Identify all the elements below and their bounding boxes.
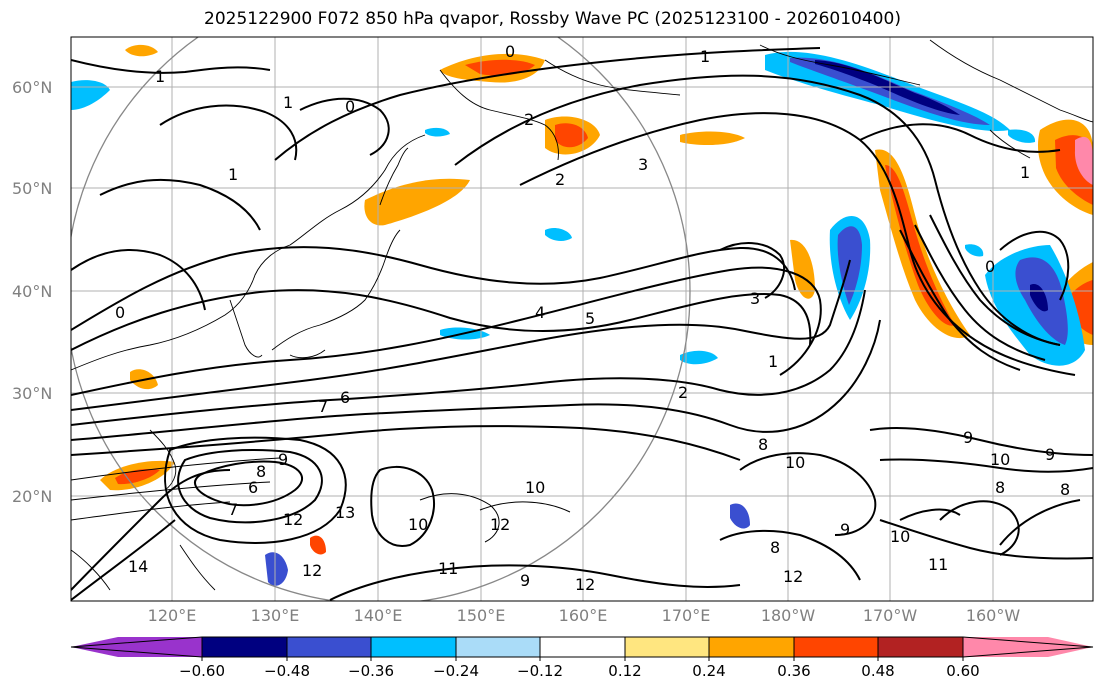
contour-label: 10 — [785, 453, 805, 472]
lon-label-170e: 170°E — [661, 606, 711, 625]
colorbar-tick-label: −0.24 — [433, 662, 479, 680]
contour-label: 12 — [283, 510, 303, 529]
thin-contours — [71, 457, 571, 543]
contour-label: 9 — [840, 520, 850, 539]
shading-layer — [71, 44, 1093, 586]
plot-title: 2025122900 F072 850 hPa qvapor, Rossby W… — [204, 9, 901, 29]
contour-label: 0 — [985, 257, 995, 276]
colorbar-tick-label: −0.12 — [517, 662, 563, 680]
graticule — [71, 37, 1093, 601]
contour-label: 7 — [318, 397, 328, 416]
lon-label-170w: 170°W — [862, 606, 918, 625]
lon-label-160w: 160°W — [965, 606, 1021, 625]
contour-label: 6 — [340, 388, 350, 407]
contour-label: 2 — [678, 383, 688, 402]
contour-label: 8 — [770, 538, 780, 557]
contour-label: 1 — [768, 352, 778, 371]
colorbar-tick-label: −0.48 — [264, 662, 310, 680]
contour-label: 6 — [248, 478, 258, 497]
lat-label-40n: 40°N — [12, 282, 53, 301]
contour-label: 12 — [783, 567, 803, 586]
contour-label: 1 — [228, 165, 238, 184]
contour-label: 0 — [505, 42, 515, 61]
contour-label: 0 — [115, 303, 125, 322]
contour-label: 10 — [525, 478, 545, 497]
lat-label-20n: 20°N — [12, 487, 53, 506]
colorbar-tick-label: 0.60 — [946, 662, 980, 680]
contour-label: 10 — [990, 450, 1010, 469]
contour-label: 4 — [535, 303, 545, 322]
map-frame — [70, 36, 1094, 602]
contour-label: 9 — [1045, 445, 1055, 464]
contour-label: 8 — [256, 462, 266, 481]
contour-label: 8 — [995, 478, 1005, 497]
contour-label: 14 — [128, 557, 148, 576]
contour-label-layer: 1 0 1 1 2 3 2 0 1 0 4 5 1 2 7 6 8 9 8 6 … — [115, 42, 1070, 594]
reference-circle — [71, 37, 691, 601]
colorbar-tick-label: 0.48 — [861, 662, 895, 680]
contour-label: 5 — [585, 309, 595, 328]
lon-label-140e: 140°E — [353, 606, 403, 625]
contour-label: 7 — [228, 500, 238, 519]
lon-label-160e: 160°E — [558, 606, 608, 625]
contour-label: 3 — [638, 155, 648, 174]
contour-label: 1 — [700, 47, 710, 66]
colorbar-tick-label: 0.36 — [777, 662, 811, 680]
colorbar-tick-label: 0.12 — [608, 662, 642, 680]
contour-label: 12 — [490, 515, 510, 534]
contour-label: 3 — [750, 289, 760, 308]
colorbar-tick-label: −0.60 — [179, 662, 225, 680]
contour-label: 12 — [575, 575, 595, 594]
contour-label: 8 — [1060, 480, 1070, 499]
lat-label-60n: 60°N — [12, 78, 53, 97]
lat-label-50n: 50°N — [12, 179, 53, 198]
contour-label: 10 — [408, 515, 428, 534]
contour-label: 11 — [438, 559, 458, 578]
lon-label-180w: 180°W — [760, 606, 816, 625]
contour-label: 1 — [1020, 163, 1030, 182]
lat-label-30n: 30°N — [12, 384, 53, 403]
lon-label-120e: 120°E — [147, 606, 197, 625]
contour-label: 13 — [335, 503, 355, 522]
contour-label: 9 — [278, 450, 288, 469]
lon-label-150e: 150°E — [456, 606, 506, 625]
lon-label-130e: 130°E — [250, 606, 300, 625]
contour-label: 8 — [758, 435, 768, 454]
contour-label: 12 — [302, 561, 322, 580]
contour-label: 11 — [928, 555, 948, 574]
coastlines — [71, 39, 1093, 591]
contour-lines — [71, 47, 1093, 601]
contour-label: 2 — [555, 170, 565, 189]
colorbar-tick-label: −0.36 — [348, 662, 394, 680]
contour-label: 10 — [890, 527, 910, 546]
contour-label: 9 — [963, 428, 973, 447]
contour-label: 9 — [520, 571, 530, 590]
contour-label: 1 — [155, 67, 165, 86]
contour-label: 1 — [283, 93, 293, 112]
contour-label: 2 — [524, 110, 534, 129]
contour-label: 0 — [345, 97, 355, 116]
colorbar-tick-label: 0.24 — [692, 662, 726, 680]
